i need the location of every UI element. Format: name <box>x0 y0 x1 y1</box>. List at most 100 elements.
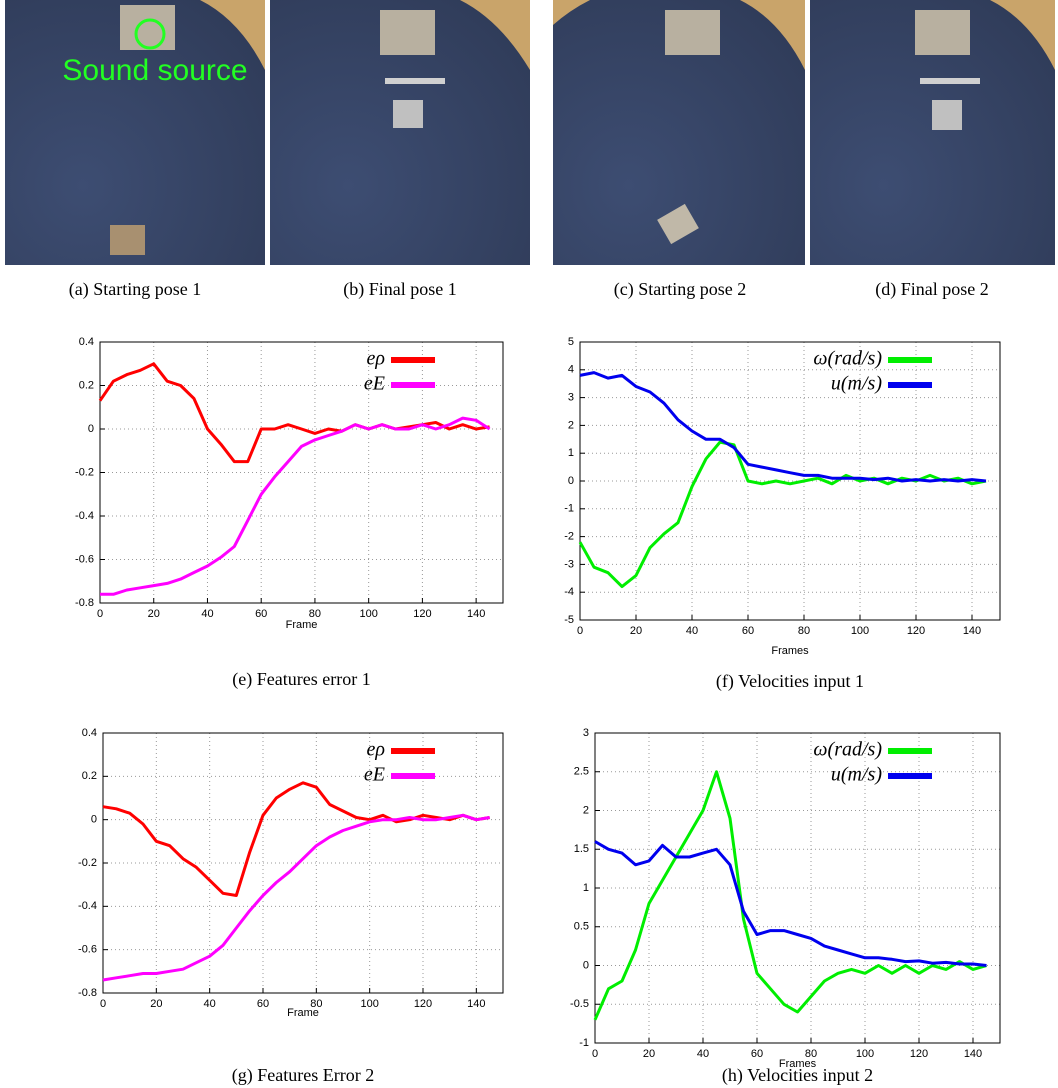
photo-d <box>810 0 1055 265</box>
x-tick-label: 140 <box>467 608 485 620</box>
plot-frame <box>594 732 1001 1044</box>
data-line <box>593 770 987 1021</box>
x-tick-label: 60 <box>742 625 754 637</box>
y-tick-label: 3 <box>568 392 574 404</box>
y-tick-label: 2 <box>583 804 589 816</box>
data-line <box>578 440 987 589</box>
y-tick-label: 4 <box>568 364 574 376</box>
x-axis-label: Frames <box>779 1058 817 1070</box>
photo-a <box>5 0 265 265</box>
y-tick-label: 0 <box>91 814 97 826</box>
legend-label: ω(rad/s) <box>813 348 882 370</box>
data-line <box>100 416 491 596</box>
y-tick-label: 0.4 <box>79 336 94 348</box>
y-tick-label: 3 <box>583 727 589 739</box>
y-tick-label: -3 <box>564 558 574 570</box>
legend-label: eρ <box>367 739 385 761</box>
y-tick-label: -4 <box>564 586 574 598</box>
data-line <box>98 362 490 464</box>
x-tick-label: 100 <box>360 998 378 1010</box>
y-tick-label: 0 <box>88 423 94 435</box>
photo-caption: (c) Starting pose 2 <box>614 279 746 300</box>
x-tick-label: 40 <box>201 608 213 620</box>
plot-frame <box>99 341 504 604</box>
x-tick-label: 60 <box>751 1048 763 1060</box>
plot-frame <box>102 732 504 994</box>
data-line <box>594 840 987 967</box>
x-tick-label: 120 <box>413 608 431 620</box>
y-tick-label: 0.5 <box>574 921 589 933</box>
y-tick-label: -1 <box>579 1037 589 1049</box>
photo-c <box>553 0 805 265</box>
x-tick-label: 120 <box>414 998 432 1010</box>
y-tick-label: 0 <box>568 475 574 487</box>
x-tick-label: 0 <box>97 608 103 620</box>
legend-label: eρ <box>367 348 385 370</box>
x-tick-label: 100 <box>851 625 869 637</box>
legend-label: ω(rad/s) <box>813 739 882 761</box>
x-tick-label: 20 <box>148 608 160 620</box>
caption: (e) Features error 1 <box>232 669 370 690</box>
data-line <box>579 371 987 483</box>
x-tick-label: 40 <box>686 625 698 637</box>
y-tick-label: -0.2 <box>78 857 97 869</box>
x-tick-label: 120 <box>907 625 925 637</box>
y-tick-label: -0.6 <box>75 553 94 565</box>
y-tick-label: -2 <box>564 531 574 543</box>
x-tick-label: 0 <box>592 1048 598 1060</box>
x-axis-label: Frame <box>287 1007 319 1019</box>
x-tick-label: 80 <box>310 998 322 1010</box>
caption: (g) Features Error 2 <box>232 1065 374 1086</box>
legend-label: eE <box>364 764 385 786</box>
legend-label: eE <box>364 373 385 395</box>
y-tick-label: 1 <box>583 882 589 894</box>
x-tick-label: 40 <box>697 1048 709 1060</box>
y-tick-label: 0.2 <box>82 770 97 782</box>
photo-caption: (a) Starting pose 1 <box>69 279 201 300</box>
caption: (h) Velocities input 2 <box>722 1065 873 1086</box>
y-tick-label: -1 <box>564 503 574 515</box>
photo-annotation: Sound source <box>62 54 247 87</box>
legend-label: u(m/s) <box>831 764 882 786</box>
x-tick-label: 80 <box>805 1048 817 1060</box>
x-tick-label: 80 <box>798 625 810 637</box>
y-tick-label: -0.4 <box>78 900 97 912</box>
y-tick-label: -0.4 <box>75 510 94 522</box>
y-tick-label: -0.5 <box>570 998 589 1010</box>
y-tick-label: 1.5 <box>574 843 589 855</box>
x-tick-label: 0 <box>577 625 583 637</box>
plot-frame <box>579 341 1001 621</box>
x-tick-label: 20 <box>630 625 642 637</box>
x-tick-label: 80 <box>309 608 321 620</box>
y-tick-label: 2 <box>568 419 574 431</box>
x-tick-label: 0 <box>100 998 106 1010</box>
x-axis-label: Frames <box>771 645 809 657</box>
x-tick-label: 100 <box>856 1048 874 1060</box>
y-tick-label: -0.8 <box>78 987 97 999</box>
x-tick-label: 140 <box>963 625 981 637</box>
y-tick-label: -5 <box>564 614 574 626</box>
y-tick-label: -0.2 <box>75 466 94 478</box>
caption: (f) Velocities input 1 <box>716 671 864 692</box>
y-tick-label: -0.8 <box>75 597 94 609</box>
x-tick-label: 20 <box>150 998 162 1010</box>
x-tick-label: 120 <box>910 1048 928 1060</box>
data-line <box>102 781 490 897</box>
y-tick-label: 0.2 <box>79 379 94 391</box>
y-tick-label: 0.4 <box>82 727 97 739</box>
y-tick-label: 2.5 <box>574 766 589 778</box>
x-tick-label: 40 <box>204 998 216 1010</box>
y-tick-label: -0.6 <box>78 944 97 956</box>
y-tick-label: 5 <box>568 336 574 348</box>
legend-label: u(m/s) <box>831 373 882 395</box>
x-tick-label: 20 <box>643 1048 655 1060</box>
x-tick-label: 60 <box>255 608 267 620</box>
photo-caption: (d) Final pose 2 <box>875 279 988 300</box>
data-line <box>102 813 490 982</box>
x-axis-label: Frame <box>286 619 318 631</box>
x-tick-label: 100 <box>359 608 377 620</box>
y-tick-label: 0 <box>583 959 589 971</box>
photo-caption: (b) Final pose 1 <box>343 279 456 300</box>
